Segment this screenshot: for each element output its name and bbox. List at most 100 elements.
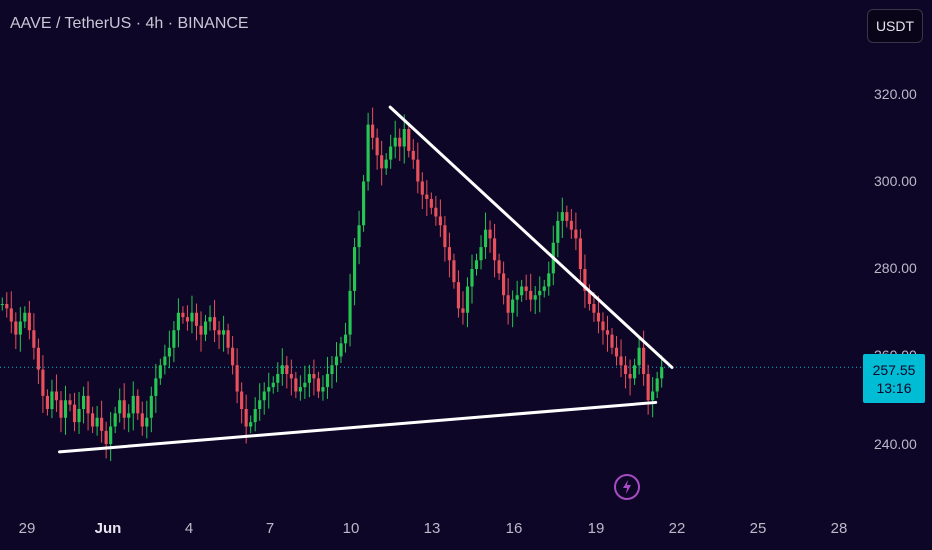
candle-body [172, 330, 176, 348]
candle-body [104, 430, 108, 444]
candle-body [343, 334, 348, 344]
candle-body [185, 317, 190, 322]
candle-body [542, 286, 546, 291]
candle-body [41, 369, 45, 396]
x-tick-label: 13 [423, 520, 441, 537]
candle-body [348, 290, 352, 335]
candle-body [416, 159, 420, 182]
candle-body [492, 238, 497, 261]
candle-body [642, 347, 646, 374]
candle-body [371, 124, 375, 138]
x-tick-label: 10 [342, 520, 360, 537]
candle-body [267, 387, 271, 392]
lightning-bolt-icon[interactable] [614, 474, 640, 500]
candle-body [127, 413, 131, 418]
currency-button[interactable]: USDT [867, 9, 923, 43]
candle-body [569, 220, 573, 230]
candle-body [506, 295, 510, 313]
candle-body [497, 260, 501, 274]
candle-body [556, 220, 560, 243]
candle-body [352, 247, 357, 291]
candle-body [330, 365, 334, 374]
candle-body [547, 273, 551, 287]
candle-body [402, 129, 406, 147]
candle-body [316, 378, 321, 392]
candle-body [68, 400, 72, 405]
candle-body [32, 330, 36, 348]
candle-body [380, 155, 384, 169]
candle-body [470, 269, 474, 287]
candle-body [208, 317, 212, 322]
candle-body [515, 295, 519, 300]
candle-body [27, 312, 31, 331]
candle-body [520, 286, 524, 296]
x-tick-label: 28 [830, 520, 848, 537]
candle-body [154, 378, 158, 396]
candle-body [86, 395, 90, 414]
candle-body [140, 413, 144, 427]
candle-body [91, 413, 95, 427]
candle-body [81, 395, 86, 409]
candle-body [637, 347, 641, 366]
x-tick-label: Jun [94, 520, 122, 537]
candle-body [199, 325, 203, 335]
candle-body [452, 260, 456, 283]
candle-body [623, 365, 628, 374]
candle-body [362, 181, 366, 226]
candle-body [398, 137, 402, 147]
candle-body [63, 400, 68, 418]
x-tick-label: 16 [505, 520, 523, 537]
candle-body [271, 382, 275, 388]
candle-body [118, 400, 122, 414]
y-tick-label: 240.00 [874, 436, 917, 452]
candle-body [113, 413, 117, 427]
candle-body [240, 391, 244, 409]
candle-body [285, 365, 289, 374]
candle-body [158, 365, 162, 379]
candle-body [221, 330, 226, 335]
candle-body [438, 216, 442, 226]
candle-body [538, 290, 542, 296]
candle-body [59, 400, 63, 418]
candle-body [524, 286, 528, 291]
candle-body [443, 225, 447, 248]
candle-body [109, 426, 113, 444]
candle-body [217, 330, 221, 335]
candle-body [474, 260, 479, 269]
candle-body [619, 356, 623, 366]
candle-body [655, 378, 659, 392]
candle-body [393, 137, 397, 147]
x-tick-label: 22 [668, 520, 686, 537]
candle-body [321, 387, 325, 392]
candle-body [511, 299, 515, 313]
candle-body [434, 207, 438, 217]
candle-body [294, 378, 298, 392]
candle-body [529, 290, 533, 300]
candle-body [312, 374, 316, 379]
lightning-bolt-glyph [623, 480, 631, 494]
candle-body [357, 225, 361, 248]
candle-body [610, 334, 614, 348]
x-tick-label: 25 [749, 520, 767, 537]
candle-body [18, 321, 22, 335]
candle-body [633, 365, 637, 379]
resistance-trendline[interactable] [388, 105, 674, 369]
candle-body [203, 321, 208, 335]
candle-body [651, 391, 655, 401]
candle-body [587, 290, 592, 304]
candle-body [384, 159, 388, 169]
candle-body [194, 312, 199, 326]
candle-body [483, 229, 488, 248]
candle-body [249, 422, 253, 427]
last-price-tag: 257.55 13:16 [863, 354, 925, 403]
chart-title: AAVE / TetherUS · 4h · BINANCE [10, 15, 249, 32]
candle-body [14, 321, 18, 335]
candle-body [578, 238, 582, 269]
candle-body [488, 229, 492, 239]
support-trendline[interactable] [58, 400, 658, 454]
candle-body [289, 374, 293, 379]
candle-body [231, 347, 235, 366]
candle-body [54, 391, 59, 401]
candle-body [605, 330, 610, 335]
